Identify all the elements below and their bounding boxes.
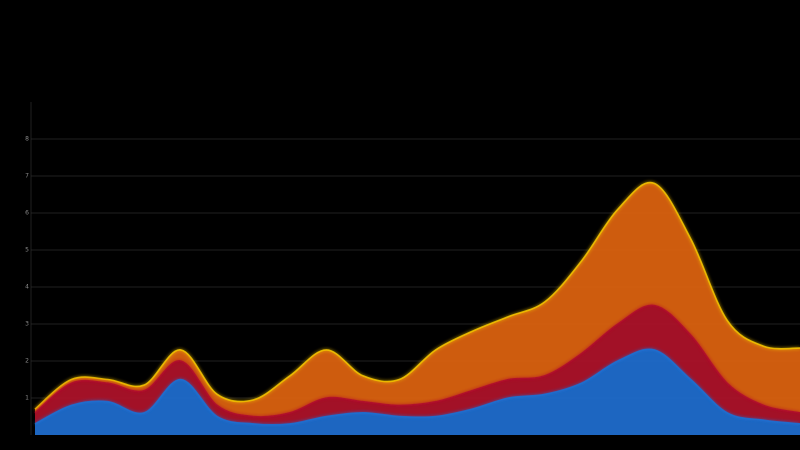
area [35, 349, 800, 435]
y-tick-label: 5 [25, 247, 29, 254]
y-tick-label: 1 [25, 395, 29, 402]
areas [34, 181, 800, 435]
area [35, 305, 800, 425]
area-edge [34, 348, 800, 426]
y-tick-label: 4 [25, 284, 29, 291]
grid [30, 102, 800, 435]
area [35, 182, 800, 417]
y-tick-label: 8 [25, 136, 29, 143]
y-tick-label: 3 [25, 321, 29, 328]
area-edge [34, 181, 800, 410]
y-tick-label: 6 [25, 210, 29, 217]
y-tick-label: 2 [25, 358, 29, 365]
y-tick-label: 7 [25, 173, 29, 180]
area-edge [34, 304, 800, 418]
labels: 1 2 3 4 5 6 7 8 [25, 136, 29, 402]
